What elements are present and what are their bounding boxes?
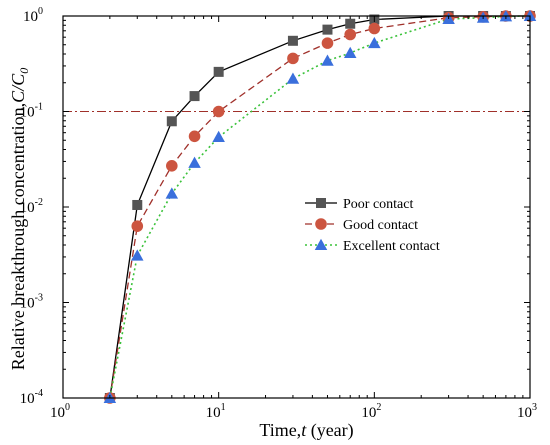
data-point-triangle [321,54,334,66]
plot-area [63,9,537,404]
data-point-circle [344,28,357,41]
legend-marker-square [316,198,326,208]
data-point-triangle [523,9,537,21]
data-point-triangle [286,72,300,84]
x-tick-label: 103 [517,402,537,421]
data-point-circle [166,160,178,172]
data-point-square [345,18,356,29]
data-point-square [166,116,177,127]
data-point-triangle [165,187,179,199]
legend-label: Good contact [343,218,418,233]
data-point-square [132,199,143,210]
legend-label: Excellent contact [343,239,440,254]
x-tick-label: 102 [361,402,381,421]
data-point-square [287,35,298,46]
legend-marker-circle [315,218,327,230]
data-point-square [322,24,333,35]
data-point-square [213,66,224,77]
y-axis-title: Relative breakthrough concentration,C/C0 [8,68,31,370]
legend-marker-triangle [314,238,328,250]
data-point-triangle [368,36,381,49]
data-point-circle [131,220,144,232]
y-tick-label: 100 [23,6,43,25]
y-tick-label: 10-4 [20,388,43,407]
legend: Poor contact Good contact Excellent contac… [305,197,440,254]
legend-label: Poor contact [343,197,413,212]
data-point-triangle [343,46,357,58]
x-axis-title: Time,t (year) [259,420,353,441]
data-point-triangle [131,249,144,261]
data-point-circle [188,130,201,143]
data-point-circle [212,105,225,118]
data-point-circle [321,37,334,49]
data-point-square [189,91,200,102]
data-point-triangle [188,156,201,168]
x-tick-label: 100 [50,402,70,421]
data-point-triangle [212,130,225,143]
x-tick-label: 101 [206,402,226,421]
data-point-circle [287,52,299,65]
data-point-circle [368,22,381,35]
